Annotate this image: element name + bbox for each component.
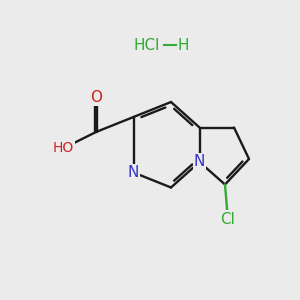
Text: HO: HO xyxy=(52,142,74,155)
Text: N: N xyxy=(194,154,205,169)
Text: N: N xyxy=(128,165,139,180)
Text: H: H xyxy=(177,38,189,52)
Text: O: O xyxy=(90,90,102,105)
Text: Cl: Cl xyxy=(220,212,236,226)
Text: HCl: HCl xyxy=(134,38,160,52)
